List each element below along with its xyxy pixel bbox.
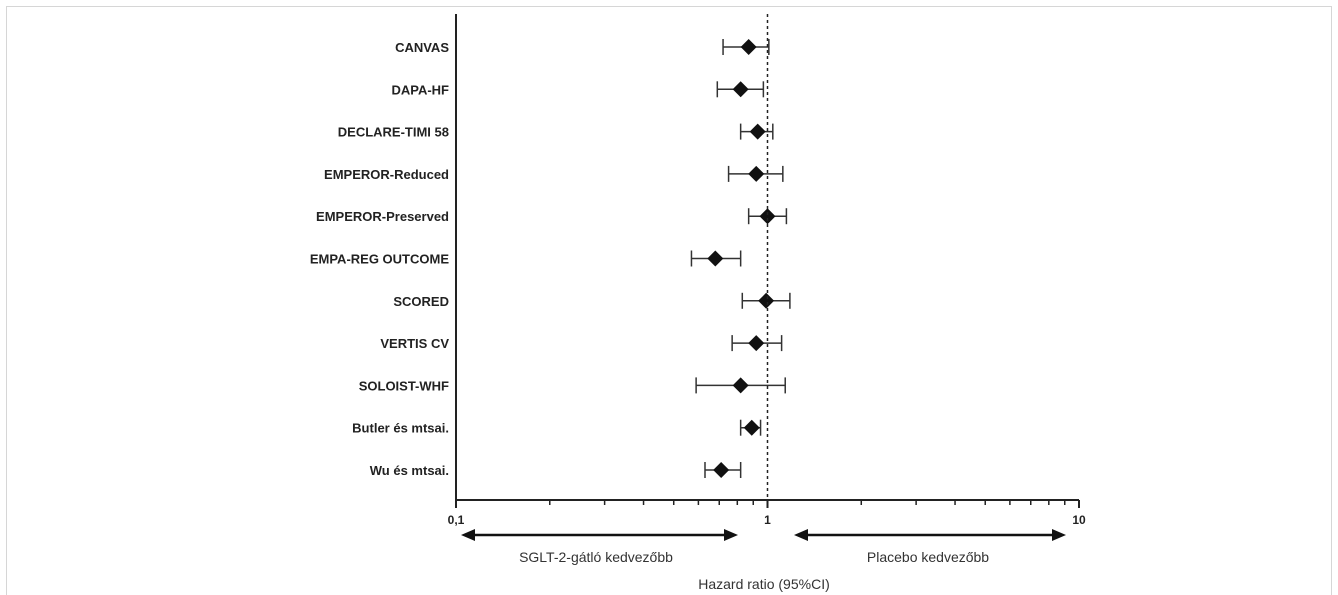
hazard-ratio-marker <box>758 292 775 309</box>
right-annotation: Placebo kedvezőbb <box>867 549 989 565</box>
chart-frame <box>6 6 1332 595</box>
hazard-ratio-marker <box>748 335 765 352</box>
study-row: EMPA-REG OUTCOME <box>310 250 742 267</box>
hazard-ratio-marker <box>732 81 749 98</box>
hazard-ratio-marker <box>732 377 749 394</box>
hazard-ratio-marker <box>759 208 776 225</box>
x-axis-label: Hazard ratio (95%CI) <box>698 576 830 592</box>
x-tick-label: 0,1 <box>448 513 465 527</box>
hazard-ratio-marker <box>707 250 724 267</box>
hazard-ratio-marker <box>748 165 765 182</box>
study-row: CANVAS <box>395 39 770 55</box>
x-tick-label: 1 <box>764 513 771 527</box>
study-label: VERTIS CV <box>380 336 449 351</box>
arrow <box>461 529 738 541</box>
study-label: DECLARE-TIMI 58 <box>338 125 449 140</box>
study-row: VERTIS CV <box>380 335 783 352</box>
left-annotation: SGLT-2-gátló kedvezőbb <box>519 549 673 565</box>
study-label: EMPEROR-Reduced <box>324 167 449 182</box>
hazard-ratio-marker <box>743 419 760 436</box>
hazard-ratio-marker <box>749 123 766 140</box>
study-label: Wu és mtsai. <box>370 463 449 478</box>
hazard-ratio-marker <box>713 462 730 478</box>
study-label: EMPA-REG OUTCOME <box>310 252 449 267</box>
study-rows: CANVAS DAPA-HF DECLARE-TIMI 58 EMPEROR-Redu… <box>310 39 791 478</box>
study-label: SOLOIST-WHF <box>359 378 449 393</box>
study-row: SOLOIST-WHF <box>359 377 786 394</box>
direction-arrows <box>461 529 1066 541</box>
x-tick-label: 10 <box>1072 513 1086 527</box>
study-label: SCORED <box>393 294 449 309</box>
study-row: SCORED <box>393 292 791 309</box>
study-row: EMPEROR-Preserved <box>316 208 788 225</box>
study-row: Butler és mtsai. <box>352 419 762 436</box>
x-axis-ticks: 0,1 1 10 <box>448 500 1086 527</box>
study-row: Wu és mtsai. <box>370 462 742 478</box>
study-label: Butler és mtsai. <box>352 421 449 436</box>
study-label: EMPEROR-Preserved <box>316 209 449 224</box>
study-label: CANVAS <box>395 40 449 55</box>
study-label: DAPA-HF <box>391 82 449 97</box>
arrow <box>794 529 1066 541</box>
study-row: EMPEROR-Reduced <box>324 165 784 182</box>
study-row: DAPA-HF <box>391 81 765 98</box>
hazard-ratio-marker <box>740 39 757 55</box>
study-row: DECLARE-TIMI 58 <box>338 123 774 140</box>
